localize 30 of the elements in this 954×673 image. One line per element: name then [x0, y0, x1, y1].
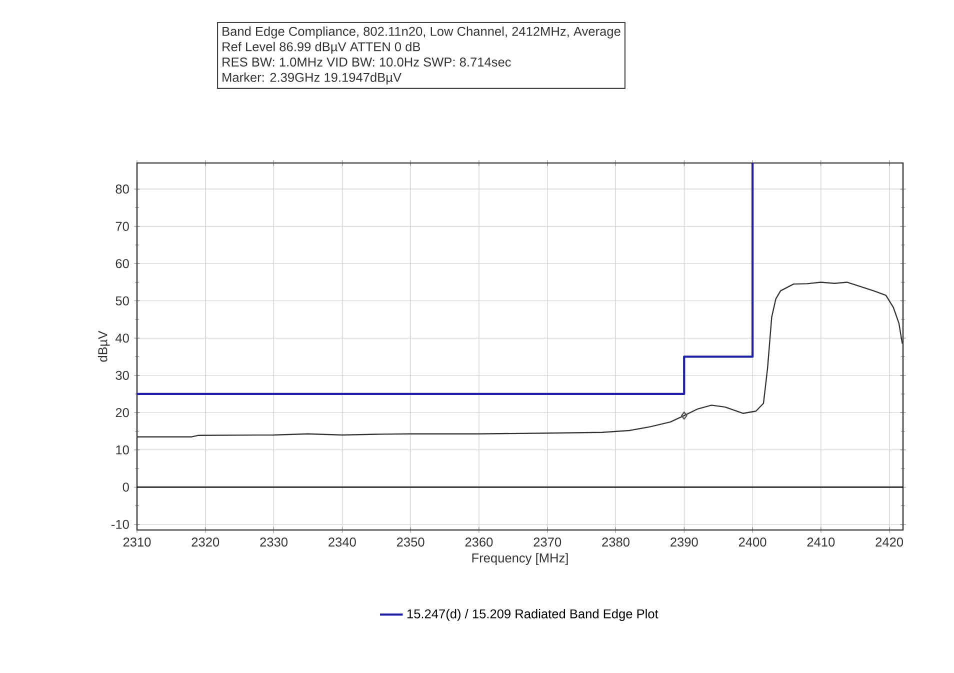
x-tick-label: 2350 [396, 538, 424, 547]
y-tick-label: -10 [112, 520, 129, 529]
x-tick-label: 2370 [534, 538, 562, 547]
x-tick-label: 2330 [260, 538, 288, 547]
text: RES BW: 1.0MHz VID BW: 10.0Hz SWP: 8.714sec [222, 58, 511, 67]
y-tick-label: 50 [116, 296, 129, 306]
x-tick-label: 2390 [670, 538, 698, 547]
legend-label: 15.247(d) / 15.209 Radiated Band Edge Plot [407, 608, 658, 621]
x-tick-label: 2360 [465, 538, 493, 547]
y-tick-label: 20 [116, 408, 129, 418]
y-tick-label: 70 [116, 222, 129, 231]
y-tick-label: 80 [116, 184, 129, 194]
text: Marker: 2.39GHz 19.1947dBµV [222, 72, 402, 84]
x-tick-label: 2410 [807, 538, 835, 547]
chart-title: Band Edge Compliance, 802.11n20, Low Channel, 2412MHz, Average [222, 26, 620, 38]
x-axis-title: Frequency [MHz] [472, 553, 568, 566]
x-tick-label: 2310 [123, 538, 151, 547]
text: Ref Level 86.99 dBµV ATTEN 0 dB [222, 42, 420, 54]
y-axis-title: dBµV [98, 330, 110, 362]
x-tick-label: 2420 [876, 538, 904, 547]
y-tick-label: 10 [116, 445, 129, 454]
x-tick-label: 2340 [328, 538, 356, 547]
y-tick-label: 40 [116, 334, 129, 343]
y-tick-label: 0 [122, 482, 129, 492]
line-series [137, 282, 903, 438]
y-tick-label: 30 [116, 370, 129, 380]
y-tick-label: 60 [116, 259, 129, 268]
x-tick-label: 2400 [738, 538, 766, 547]
x-tick-label: 2320 [192, 538, 220, 547]
x-tick-label: 2380 [602, 538, 630, 547]
